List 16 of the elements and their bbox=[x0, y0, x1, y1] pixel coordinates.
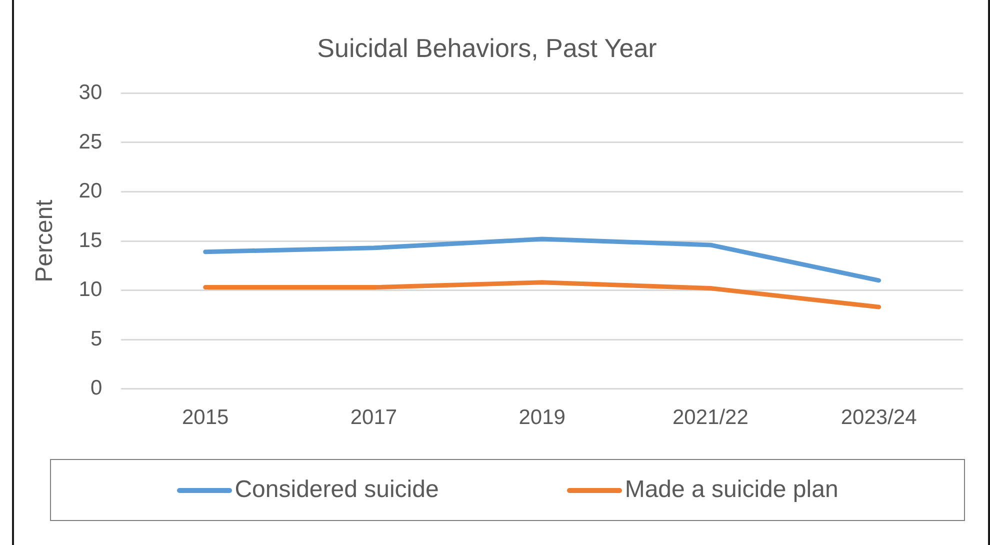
x-tick-label: 2021/22 bbox=[672, 406, 748, 430]
y-tick-label: 25 bbox=[78, 130, 102, 154]
x-tick-label: 2019 bbox=[518, 406, 566, 430]
legend-label: Considered suicide bbox=[234, 476, 439, 504]
y-axis-title: Percent bbox=[31, 199, 58, 282]
y-tick-label: 5 bbox=[90, 327, 102, 350]
x-tick-label: 2017 bbox=[350, 406, 398, 430]
x-tick-label: 2015 bbox=[182, 406, 229, 430]
y-tick-label: 10 bbox=[78, 278, 102, 302]
legend-label: Made a suicide plan bbox=[624, 476, 838, 504]
y-tick-label: 20 bbox=[78, 180, 102, 203]
y-tick-label: 30 bbox=[78, 80, 102, 104]
chart-title: Suicidal Behaviors, Past Year bbox=[317, 32, 658, 63]
y-tick-label: 0 bbox=[90, 376, 102, 400]
y-tick-label: 15 bbox=[78, 228, 102, 252]
x-tick-label: 2023/24 bbox=[840, 406, 918, 430]
